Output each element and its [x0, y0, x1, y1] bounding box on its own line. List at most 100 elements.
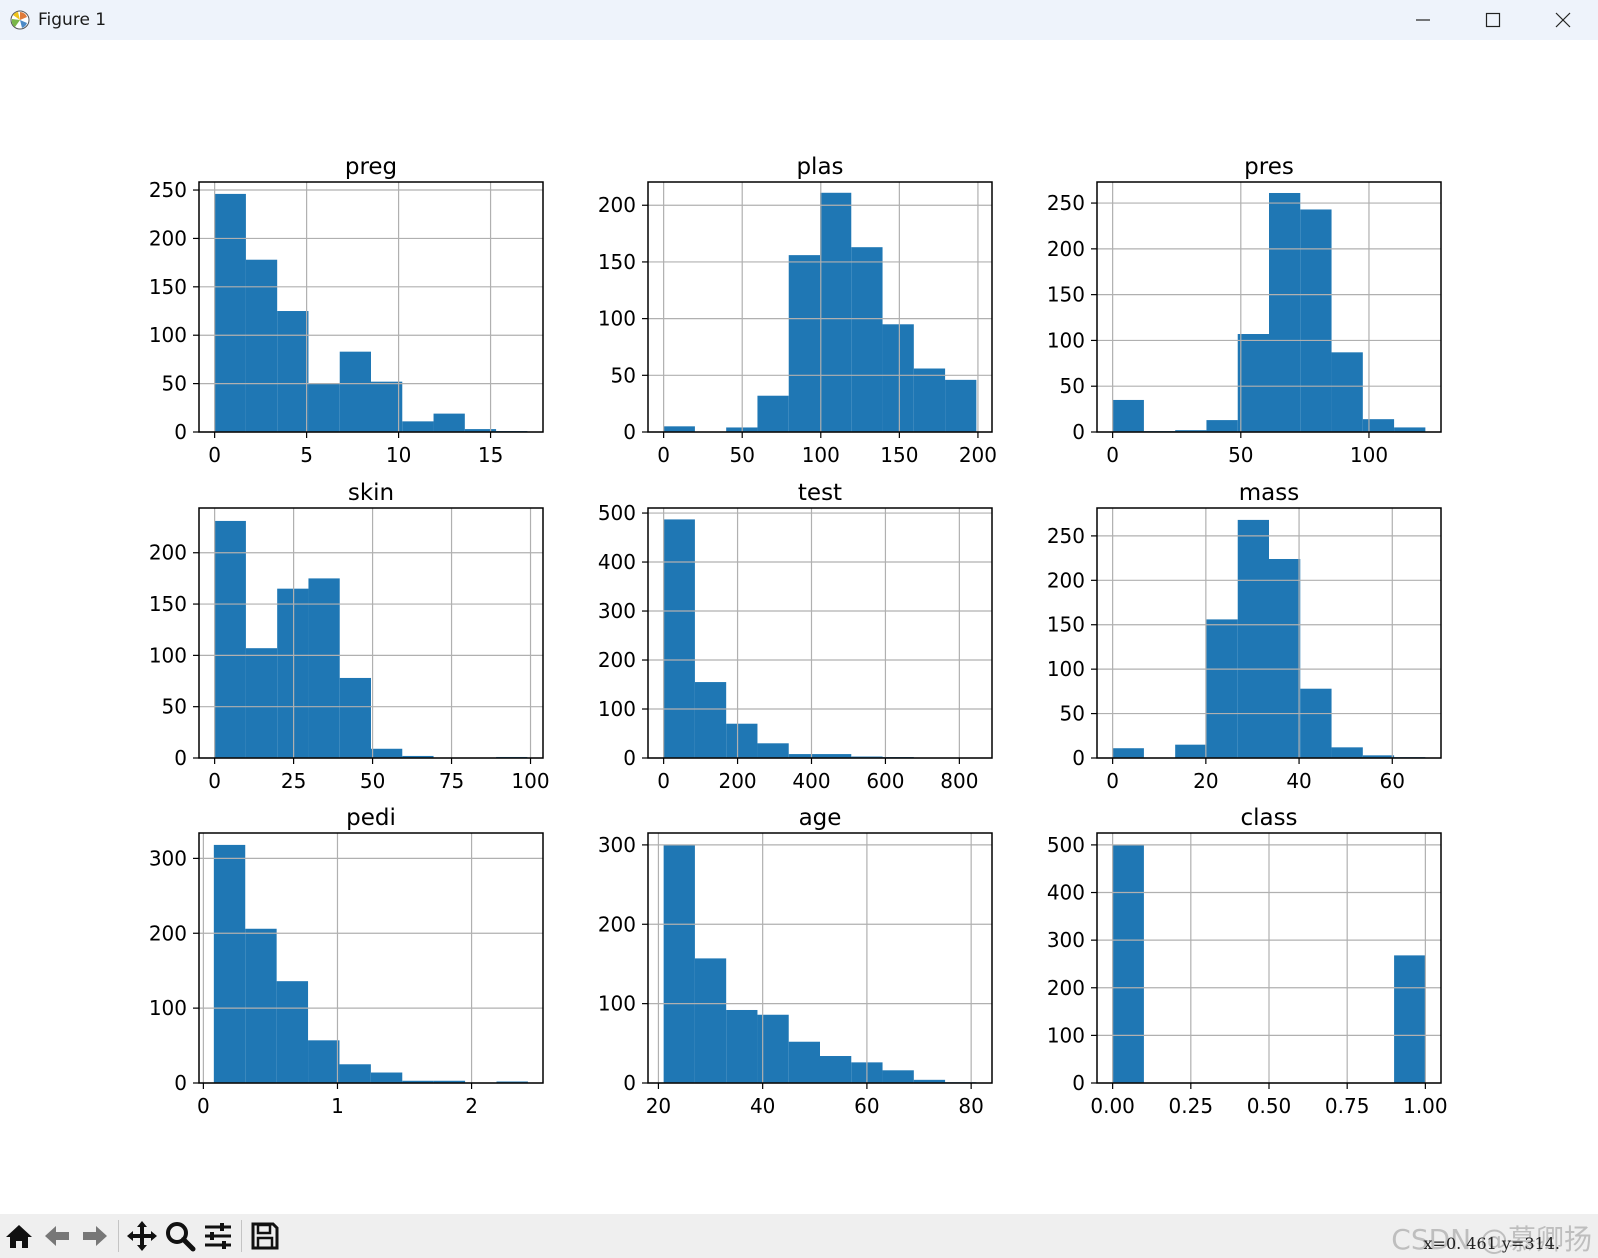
subplot-age: 20 40 60 80 0 100 200 300 age [598, 805, 993, 1118]
histogram-bar [882, 1070, 914, 1083]
histogram-bar [402, 1080, 434, 1083]
configure-subplots-button[interactable] [199, 1216, 237, 1256]
histogram-bar [663, 844, 695, 1083]
y-tick-label: 400 [1047, 881, 1085, 905]
y-tick-label: 0 [623, 1071, 636, 1095]
minimize-button[interactable] [1388, 0, 1458, 40]
y-tick-label: 50 [1060, 374, 1085, 398]
forward-button[interactable] [76, 1216, 114, 1256]
y-tick-label: 100 [1047, 328, 1085, 352]
pan-button[interactable] [123, 1216, 161, 1256]
y-tick-label: 200 [1047, 237, 1085, 261]
x-tick-label: 0.25 [1169, 1094, 1214, 1118]
histogram-bar [913, 1079, 946, 1083]
sliders-icon [205, 1223, 231, 1249]
y-tick-label: 0 [623, 746, 636, 770]
x-tick-label: 0 [1106, 769, 1119, 793]
histogram-bar [851, 247, 883, 432]
y-tick-label: 250 [1047, 191, 1085, 215]
save-figure-button[interactable] [246, 1216, 284, 1256]
subplot-title: pedi [346, 805, 396, 831]
toolbar-separator [241, 1220, 242, 1252]
y-tick-label: 200 [1047, 568, 1085, 592]
close-icon [1555, 12, 1571, 28]
histogram-bar [402, 755, 434, 758]
x-tick-label: 200 [959, 443, 997, 467]
histogram-bar [433, 413, 465, 432]
y-tick-label: 50 [611, 363, 636, 387]
subplot-title: skin [348, 480, 394, 506]
histogram-bar [694, 958, 727, 1083]
y-tick-label: 100 [149, 643, 187, 667]
histogram-bar [1237, 519, 1269, 758]
move-icon [127, 1221, 157, 1251]
histogram-bar [245, 928, 277, 1083]
back-button[interactable] [38, 1216, 76, 1256]
window-controls [1388, 0, 1598, 40]
histogram-bar [1175, 430, 1207, 432]
maximize-button[interactable] [1458, 0, 1528, 40]
x-tick-label: 60 [1380, 769, 1405, 793]
y-tick-label: 300 [1047, 928, 1085, 952]
x-tick-label: 0 [208, 443, 221, 467]
watermark: CSDN @慕卿扬 [1391, 1223, 1592, 1256]
y-tick-label: 300 [598, 599, 636, 623]
y-tick-label: 200 [1047, 976, 1085, 1000]
x-tick-label: 40 [1286, 769, 1311, 793]
subplot-title: pres [1244, 154, 1294, 180]
y-tick-label: 50 [162, 695, 187, 719]
subplot-pres: 0 50 100 0 50 100 150 200 250 pres [1047, 154, 1442, 467]
histogram-bar [308, 578, 340, 758]
y-tick-label: 500 [1047, 833, 1085, 857]
x-tick-label: 75 [439, 769, 464, 793]
zoom-magnifier-icon [166, 1222, 196, 1252]
x-tick-label: 60 [854, 1094, 879, 1118]
histogram-bar [1112, 844, 1144, 1083]
subplot-title: mass [1239, 480, 1299, 506]
back-arrow-icon [45, 1226, 69, 1246]
x-tick-label: 15 [478, 443, 503, 467]
x-tick-label: 200 [718, 769, 756, 793]
axes-frame [198, 507, 544, 759]
histogram-bar [726, 1009, 758, 1083]
y-tick-label: 0 [174, 420, 187, 444]
histogram-bar [820, 754, 852, 758]
forward-arrow-icon [83, 1226, 107, 1246]
histogram-bar [1300, 688, 1332, 758]
histogram-bar [1269, 192, 1301, 432]
axes-frame [1096, 507, 1442, 759]
histogram-bar [1362, 755, 1395, 758]
cursor-coordinates: x=0. 461 y=314. [1423, 1234, 1560, 1253]
axes-frame [647, 181, 993, 433]
axes-frame [647, 507, 993, 759]
y-tick-label: 0 [1072, 1071, 1085, 1095]
y-tick-label: 0 [174, 746, 187, 770]
histogram-bar [663, 519, 695, 758]
close-button[interactable] [1528, 0, 1598, 40]
subplot-mass: 0 20 40 60 0 50 100 150 200 250 mass [1047, 480, 1442, 793]
y-tick-label: 200 [149, 226, 187, 250]
axes-frame [198, 832, 544, 1084]
x-tick-label: 2 [465, 1094, 478, 1118]
histogram-bar [694, 682, 727, 758]
x-tick-label: 5 [300, 443, 313, 467]
histogram-bar [1300, 209, 1332, 432]
home-icon [6, 1225, 32, 1248]
y-tick-label: 50 [162, 372, 187, 396]
y-tick-label: 200 [598, 912, 636, 936]
zoom-button[interactable] [161, 1216, 199, 1256]
histogram-bar [820, 1056, 852, 1083]
y-tick-label: 0 [1072, 420, 1085, 444]
matplotlib-logo-icon [10, 10, 30, 30]
maximize-icon [1485, 12, 1501, 28]
histogram-bar [757, 743, 789, 758]
histogram-bar [945, 379, 977, 432]
y-tick-label: 200 [598, 193, 636, 217]
home-button[interactable] [0, 1216, 38, 1256]
histogram-bar [433, 1080, 466, 1083]
title-bar: Figure 1 [0, 0, 1598, 40]
y-tick-label: 100 [1047, 1023, 1085, 1047]
histogram-bar [402, 421, 434, 432]
subplot-title: age [799, 805, 842, 831]
